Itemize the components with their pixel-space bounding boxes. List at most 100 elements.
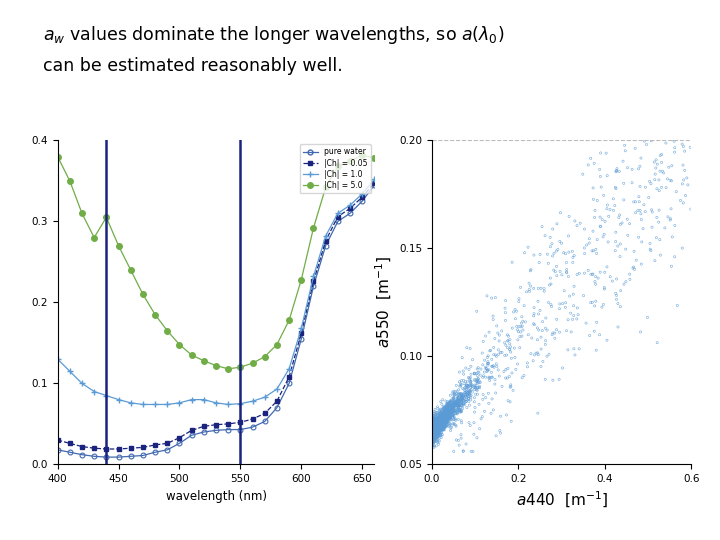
- Point: [451, 397, 462, 406]
- Point: [608, 206, 619, 215]
- Point: [441, 408, 452, 417]
- Point: [443, 417, 454, 426]
- Point: [430, 428, 441, 437]
- Point: [431, 429, 442, 437]
- Point: [428, 429, 440, 438]
- Point: [450, 409, 462, 418]
- Point: [427, 416, 438, 425]
- Point: [622, 231, 634, 240]
- Point: [588, 327, 600, 335]
- Point: [427, 433, 438, 441]
- Point: [509, 353, 521, 362]
- Point: [427, 435, 438, 443]
- Point: [639, 183, 651, 192]
- Point: [433, 411, 445, 420]
- Point: [437, 410, 449, 419]
- Point: [464, 374, 475, 382]
- Point: [471, 377, 482, 386]
- Point: [430, 425, 441, 434]
- Point: [652, 339, 663, 347]
- Point: [624, 275, 636, 284]
- Point: [426, 426, 438, 434]
- Point: [441, 421, 453, 430]
- Point: [438, 409, 449, 417]
- Point: [611, 184, 622, 193]
- Point: [426, 432, 438, 441]
- Point: [438, 403, 450, 411]
- Point: [456, 404, 468, 413]
- Point: [431, 420, 443, 429]
- Point: [436, 418, 447, 427]
- Point: [453, 396, 464, 404]
- Point: [426, 424, 438, 433]
- Point: [456, 391, 467, 400]
- Point: [446, 398, 458, 407]
- Point: [426, 423, 438, 431]
- Point: [438, 411, 450, 420]
- Point: [429, 426, 441, 435]
- Point: [451, 403, 462, 411]
- Point: [448, 411, 459, 420]
- Point: [437, 411, 449, 420]
- Point: [454, 368, 465, 376]
- Point: [479, 407, 490, 416]
- Point: [588, 159, 600, 168]
- Point: [637, 224, 649, 233]
- Point: [651, 213, 662, 222]
- Point: [431, 419, 443, 428]
- Point: [427, 426, 438, 435]
- Point: [438, 422, 449, 431]
- Point: [426, 422, 438, 431]
- Point: [437, 410, 449, 418]
- Point: [480, 364, 492, 373]
- Point: [431, 424, 442, 433]
- Point: [430, 428, 441, 436]
- Point: [430, 430, 441, 439]
- Point: [439, 420, 451, 428]
- Point: [431, 428, 442, 436]
- Point: [458, 370, 469, 379]
- Point: [438, 418, 450, 427]
- Point: [432, 427, 444, 435]
- Point: [435, 417, 446, 426]
- Point: [672, 301, 683, 310]
- Point: [449, 401, 460, 410]
- Point: [487, 406, 499, 414]
- Point: [431, 417, 443, 426]
- Point: [435, 408, 446, 417]
- Point: [428, 424, 439, 433]
- Point: [431, 424, 442, 433]
- Point: [444, 398, 456, 407]
- Point: [444, 403, 456, 411]
- Point: [481, 292, 492, 300]
- Point: [443, 412, 454, 421]
- Point: [445, 402, 456, 410]
- Point: [441, 403, 453, 412]
- Point: [433, 427, 444, 435]
- Point: [428, 414, 440, 423]
- Point: [429, 429, 441, 438]
- Point: [435, 421, 446, 430]
- Point: [428, 423, 439, 431]
- Point: [434, 421, 446, 429]
- Point: [438, 424, 450, 433]
- Point: [431, 417, 443, 426]
- Point: [444, 401, 456, 409]
- Point: [430, 427, 441, 436]
- Point: [662, 213, 674, 221]
- Point: [427, 417, 438, 426]
- Point: [477, 337, 489, 346]
- Point: [438, 416, 450, 424]
- Point: [495, 348, 506, 356]
- Point: [470, 390, 482, 399]
- Point: [426, 436, 438, 445]
- Point: [433, 413, 445, 422]
- Point: [427, 424, 438, 433]
- Point: [446, 406, 457, 415]
- Point: [490, 352, 502, 361]
- Point: [439, 411, 451, 420]
- Point: [428, 435, 439, 444]
- Point: [502, 364, 513, 373]
- Point: [602, 201, 613, 210]
- Point: [451, 410, 463, 418]
